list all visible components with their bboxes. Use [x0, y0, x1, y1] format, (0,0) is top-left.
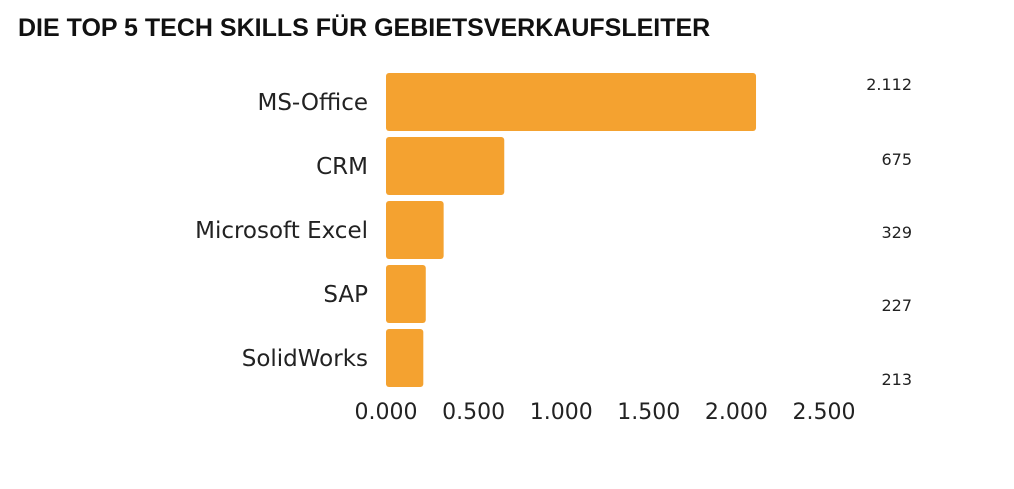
x-tick-label: 0.000: [355, 400, 418, 425]
chart-title: DIE TOP 5 TECH SKILLS FÜR GEBIETSVERKAUF…: [18, 13, 710, 42]
x-tick-label: 2.500: [793, 400, 856, 425]
category-label: MS-Office: [257, 90, 368, 116]
bar-solidworks: [386, 329, 424, 387]
x-tick-label: 2.000: [705, 400, 768, 425]
bar-microsoft-excel: [386, 201, 444, 259]
value-label: 675: [881, 150, 912, 169]
value-label: 227: [881, 296, 912, 315]
x-axis-tick-labels: 0.000 0.500 1.000 1.500 2.000 2.500: [355, 400, 856, 425]
category-label: SolidWorks: [242, 346, 368, 372]
value-label: 329: [881, 223, 912, 242]
category-label: CRM: [316, 154, 368, 180]
bar-sap: [386, 265, 426, 323]
category-label: SAP: [323, 282, 368, 308]
bar-ms-office: [386, 73, 757, 131]
x-tick-label: 1.000: [530, 400, 593, 425]
value-label: 2.112: [866, 75, 912, 94]
value-labels: 2.112 675 329 227 213: [866, 75, 912, 389]
x-tick-label: 0.500: [442, 400, 505, 425]
category-label: Microsoft Excel: [195, 218, 368, 244]
x-tick-label: 1.500: [617, 400, 680, 425]
value-label: 213: [881, 370, 912, 389]
category-labels: MS-Office CRM Microsoft Excel SAP SolidWorks: [195, 90, 368, 372]
bars-group: [386, 73, 757, 387]
bar-crm: [386, 137, 505, 195]
